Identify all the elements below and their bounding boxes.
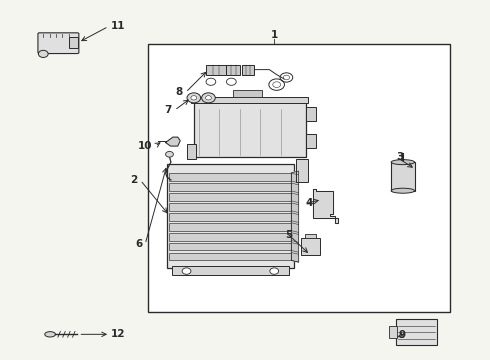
Text: 10: 10 bbox=[138, 141, 152, 151]
Bar bbox=[170, 193, 291, 201]
Polygon shape bbox=[291, 171, 298, 262]
Circle shape bbox=[191, 96, 197, 100]
Bar bbox=[306, 107, 316, 121]
Bar bbox=[167, 164, 294, 267]
Text: 7: 7 bbox=[165, 105, 172, 115]
Bar bbox=[172, 266, 289, 275]
Bar bbox=[187, 144, 196, 158]
Text: 11: 11 bbox=[111, 21, 125, 31]
Bar bbox=[170, 223, 291, 231]
Ellipse shape bbox=[45, 332, 55, 337]
Bar bbox=[170, 183, 291, 191]
Text: 6: 6 bbox=[135, 239, 143, 249]
Ellipse shape bbox=[391, 159, 415, 165]
Polygon shape bbox=[166, 137, 180, 146]
Circle shape bbox=[270, 268, 279, 274]
Bar bbox=[170, 213, 291, 221]
Text: 9: 9 bbox=[399, 330, 406, 341]
Bar bbox=[296, 158, 308, 182]
Circle shape bbox=[166, 152, 173, 157]
Circle shape bbox=[187, 93, 201, 103]
Bar bbox=[306, 134, 316, 148]
Bar bbox=[170, 243, 291, 251]
Text: 5: 5 bbox=[286, 230, 293, 240]
Bar bbox=[69, 37, 78, 48]
FancyBboxPatch shape bbox=[38, 33, 79, 54]
Bar bbox=[305, 234, 316, 238]
Circle shape bbox=[202, 93, 215, 103]
Bar bbox=[170, 233, 291, 240]
Text: 12: 12 bbox=[111, 329, 125, 339]
Bar bbox=[242, 64, 254, 75]
Bar bbox=[233, 90, 262, 97]
Bar bbox=[147, 44, 450, 312]
Circle shape bbox=[205, 96, 211, 100]
Bar bbox=[396, 319, 438, 345]
Bar bbox=[391, 162, 415, 191]
Bar bbox=[226, 64, 240, 75]
Bar bbox=[389, 327, 397, 338]
Circle shape bbox=[38, 50, 48, 58]
Polygon shape bbox=[313, 189, 338, 223]
Bar bbox=[206, 64, 225, 75]
Text: 1: 1 bbox=[270, 30, 278, 40]
Text: 8: 8 bbox=[176, 87, 183, 98]
Circle shape bbox=[182, 268, 191, 274]
Text: 2: 2 bbox=[130, 175, 138, 185]
Bar bbox=[301, 238, 319, 255]
Text: 3: 3 bbox=[396, 152, 403, 162]
Bar bbox=[192, 97, 308, 103]
Bar bbox=[170, 252, 291, 260]
Bar bbox=[194, 102, 306, 157]
Text: 4: 4 bbox=[306, 198, 313, 208]
Bar bbox=[170, 203, 291, 211]
Bar bbox=[170, 173, 291, 181]
Ellipse shape bbox=[391, 188, 415, 193]
